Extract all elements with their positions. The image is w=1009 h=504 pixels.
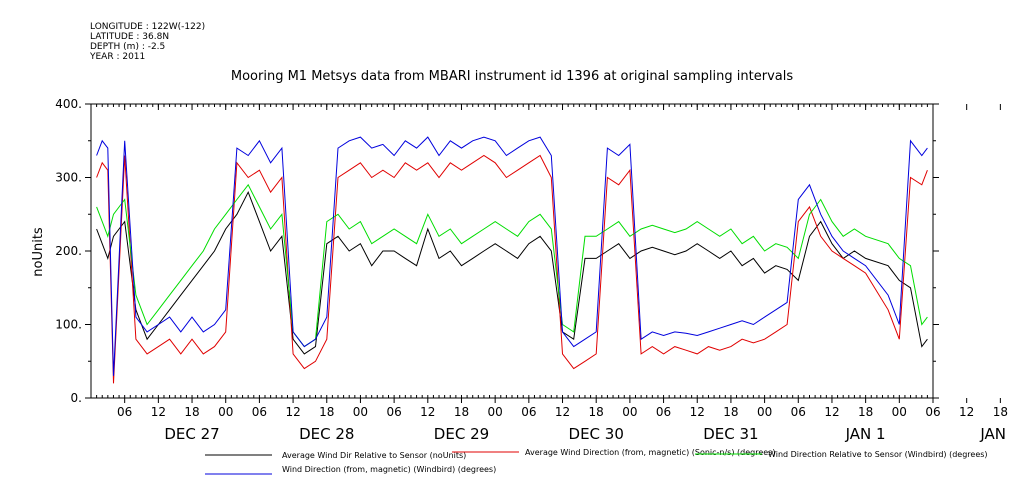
x-tick-label: 12 <box>555 405 570 419</box>
x-tick-label: 00 <box>757 405 772 419</box>
x-date-label: JAN 1 <box>845 425 886 443</box>
x-tick-label: 06 <box>656 405 671 419</box>
x-tick-label: 12 <box>420 405 435 419</box>
x-date-label: DEC 29 <box>434 425 489 443</box>
chart-title: Mooring M1 Metsys data from MBARI instru… <box>231 69 793 84</box>
x-tick-label: 12 <box>151 405 166 419</box>
y-tick-label: 200. <box>55 244 82 258</box>
series-line-1 <box>96 154 928 384</box>
series-line-2 <box>96 183 928 348</box>
y-tick-label: 400. <box>55 97 82 111</box>
x-tick-label: 06 <box>791 405 806 419</box>
x-tick-label: 00 <box>353 405 368 419</box>
x-tick-label: 00 <box>622 405 637 419</box>
y-axis-label: noUnits <box>31 227 46 277</box>
x-date-label: DEC 30 <box>569 425 624 443</box>
x-tick-label: 18 <box>319 405 334 419</box>
x-tick-label: 06 <box>252 405 267 419</box>
meta-depth: DEPTH (m) : -2.5 <box>90 42 166 52</box>
legend-label-1: Average Wind Direction (from, magnetic) … <box>525 448 775 457</box>
x-tick-label: 12 <box>285 405 300 419</box>
series-line-3 <box>96 136 928 376</box>
x-tick-label: 00 <box>218 405 233 419</box>
x-tick-label: 00 <box>488 405 503 419</box>
x-date-label: JAN 2 <box>979 425 1009 443</box>
legend-label-0: Average Wind Dir Relative to Sensor (noU… <box>282 451 466 460</box>
x-tick-label: 06 <box>521 405 536 419</box>
x-date-label: DEC 27 <box>164 425 219 443</box>
x-tick-label: 06 <box>117 405 132 419</box>
meta-year: YEAR : 2011 <box>90 52 146 62</box>
x-tick-label: 06 <box>386 405 401 419</box>
x-tick-label: 12 <box>959 405 974 419</box>
x-tick-label: 18 <box>858 405 873 419</box>
x-tick-label: 18 <box>454 405 469 419</box>
y-tick-label: 0. <box>71 391 82 405</box>
meta-latitude: LATITUDE : 36.8N <box>90 32 170 42</box>
meta-longitude: LONGITUDE : 122W(-122) <box>90 22 206 32</box>
x-tick-label: 00 <box>892 405 907 419</box>
x-tick-label: 18 <box>723 405 738 419</box>
plot-frame <box>90 103 934 399</box>
x-date-label: DEC 31 <box>703 425 758 443</box>
x-tick-label: 18 <box>184 405 199 419</box>
x-tick-label: 12 <box>824 405 839 419</box>
legend-label-3: Wind Direction (from, magnetic) (Windbir… <box>282 465 496 474</box>
x-tick-label: 18 <box>589 405 604 419</box>
y-tick-label: 100. <box>55 318 82 332</box>
series-line-0 <box>96 190 928 355</box>
x-tick-label: 18 <box>993 405 1008 419</box>
x-tick-label: 06 <box>925 405 940 419</box>
legend-label-2: Wind Direction Relative to Sensor (Windb… <box>768 450 988 459</box>
x-date-label: DEC 28 <box>299 425 354 443</box>
y-tick-label: 300. <box>55 171 82 185</box>
x-tick-label: 12 <box>690 405 705 419</box>
